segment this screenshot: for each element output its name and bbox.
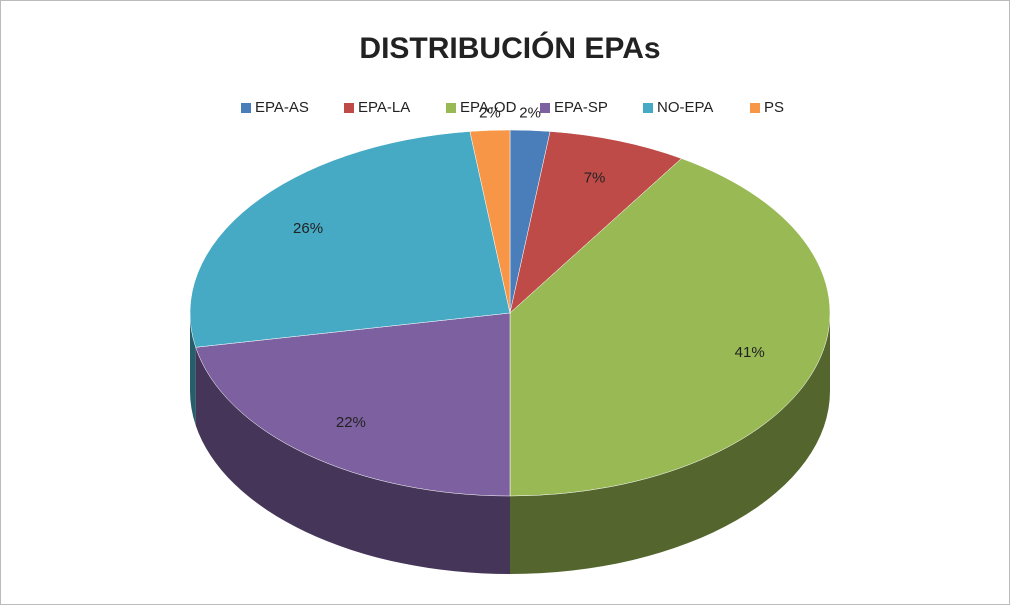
data-label: 22% (336, 414, 366, 431)
data-label: 7% (584, 170, 606, 187)
data-label: 2% (479, 104, 501, 121)
data-label: 41% (735, 344, 765, 361)
legend-swatch (540, 103, 550, 113)
legend-label: EPA-AS (255, 99, 309, 116)
legend-swatch (241, 103, 251, 113)
legend-swatch (344, 103, 354, 113)
legend-label: PS (764, 99, 784, 116)
data-label: 26% (293, 220, 323, 237)
chart-title: DISTRIBUCIÓN EPAs (359, 31, 660, 65)
slice (509, 158, 831, 497)
slice-side (190, 313, 196, 426)
legend-label: EPA-SP (554, 99, 608, 116)
legend-label: EPA-OD (460, 99, 517, 116)
legend-label: NO-EPA (657, 99, 713, 116)
data-label: 2% (519, 104, 541, 121)
legend-swatch (643, 103, 653, 113)
slice-side (195, 347, 510, 574)
legend-label: EPA-LA (358, 99, 410, 116)
slice (509, 131, 682, 314)
legend-swatch (446, 103, 456, 113)
slice-side (510, 313, 830, 574)
slice (189, 131, 511, 348)
legend-swatch (750, 103, 760, 113)
slice (469, 129, 511, 314)
slice (195, 312, 511, 497)
